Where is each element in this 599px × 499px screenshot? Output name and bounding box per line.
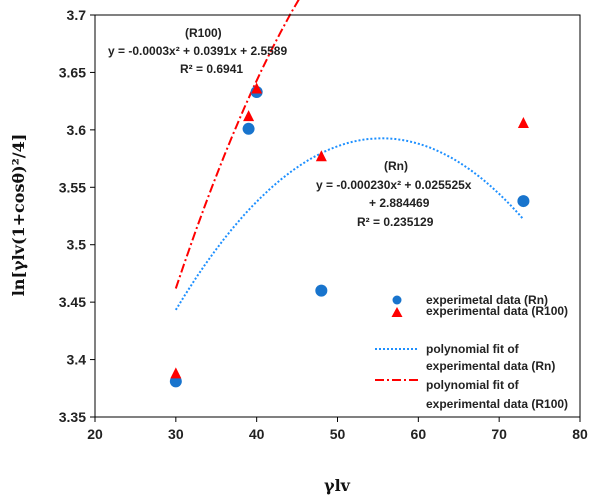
point-r100-0 (170, 367, 182, 379)
x-tick-label-5: 70 (491, 426, 507, 442)
plot-area-frame (94, 14, 581, 418)
y-tick-label-5: 3.6 (67, 122, 87, 138)
annotation-rn-line-2: y = -0.000230x² + 0.025525x (316, 178, 472, 192)
legend: experimetal data (Rn) experimental data … (375, 293, 568, 411)
point-r100-3 (315, 150, 327, 162)
y-tick-label-4: 3.55 (59, 179, 86, 195)
y-tick-label-0: 3.35 (59, 409, 86, 425)
fit-curves (174, 0, 525, 311)
annotation-r100-line-3: R² = 0.6941 (180, 62, 243, 76)
annotation-rn-line-4: R² = 0.235129 (357, 215, 434, 229)
x-axis-label: γlv (324, 476, 351, 495)
y-tick-label-6: 3.65 (59, 64, 86, 80)
x-tick-label-4: 60 (411, 426, 427, 442)
point-rn-1 (242, 122, 255, 135)
annotation-rn: (Rn) y = -0.000230x² + 0.025525x + 2.884… (316, 159, 472, 229)
y-axis-ticks: 3.35 3.4 3.45 3.5 3.55 3.6 3.65 3.7 (59, 7, 95, 425)
point-rn-0 (169, 375, 182, 388)
point-r100-4 (517, 116, 529, 128)
y-tick-label-7: 3.7 (67, 7, 87, 23)
legend-label-rn-fit-2: experimental data (Rn) (426, 359, 555, 373)
annotation-rn-line-1: (Rn) (384, 159, 408, 173)
legend-label-r100-fit-1: polynomial fit of (426, 378, 520, 392)
legend-label-rn-fit-1: polynomial fit of (426, 342, 520, 356)
y-tick-label-3: 3.5 (67, 237, 87, 253)
point-r100-1 (243, 110, 255, 122)
fit-curve-rn (174, 137, 525, 311)
annotation-r100-line-1: (R100) (185, 26, 222, 40)
point-r100-2 (251, 82, 263, 94)
point-rn-3 (315, 284, 328, 297)
y-tick-label-1: 3.4 (67, 352, 87, 368)
annotation-rn-line-3: + 2.884469 (369, 196, 430, 210)
legend-label-rn-data: experimetal data (Rn) (426, 293, 548, 307)
legend-symbol-circle (392, 295, 402, 305)
point-rn-4 (517, 195, 530, 208)
y-axis-label: ln[γlv(1+cosθ)²/4] (9, 134, 28, 297)
x-tick-label-1: 30 (168, 426, 184, 442)
x-tick-label-2: 40 (249, 426, 265, 442)
x-axis-ticks: 20 30 40 50 60 70 80 (87, 417, 588, 442)
y-tick-label-2: 3.45 (59, 294, 86, 310)
x-tick-label-6: 80 (572, 426, 588, 442)
data-points (169, 82, 530, 388)
fit-curve-r100 (174, 0, 300, 289)
annotation-r100-line-2: y = -0.0003x² + 0.0391x + 2.5589 (108, 44, 287, 58)
legend-label-r100-fit-2: experimental data (R100) (426, 397, 568, 411)
x-tick-label-0: 20 (87, 426, 103, 442)
legend-symbol-triangle (391, 307, 403, 317)
x-tick-label-3: 50 (330, 426, 346, 442)
legend-label-r100-data: experimental data (R100) (426, 304, 568, 318)
annotation-r100: (R100) y = -0.0003x² + 0.0391x + 2.5589 … (108, 26, 287, 76)
